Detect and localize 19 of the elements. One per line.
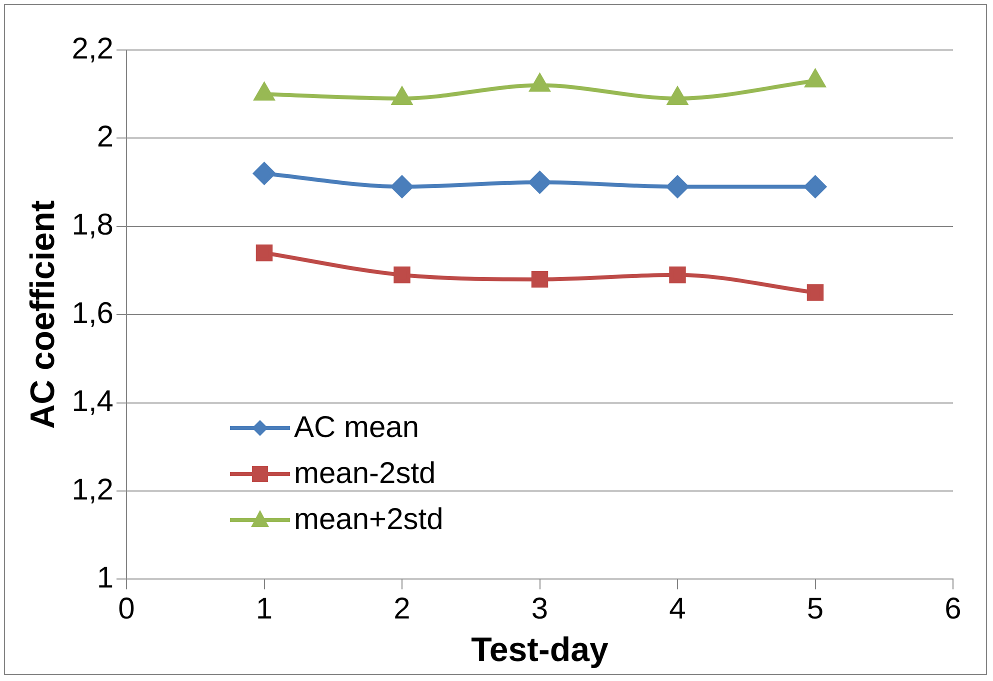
x-tick-label: 4 [669, 592, 686, 626]
x-tick-label: 2 [394, 592, 410, 626]
y-tick-label: 1,6 [72, 296, 114, 330]
x-tick-label: 3 [531, 592, 548, 626]
y-tick-label: 2,2 [72, 32, 114, 66]
legend-label: mean-2std [294, 457, 436, 491]
y-tick-label: 1,8 [72, 208, 114, 242]
x-axis-title: Test-day [471, 630, 608, 669]
x-tick-label: 1 [256, 592, 273, 626]
y-tick-label: 1,4 [72, 385, 114, 418]
x-tick-label: 5 [806, 592, 824, 626]
x-tick-label: 6 [944, 592, 962, 626]
y-tick-label: 1 [96, 561, 114, 594]
y-axis-title: AC coefficient [24, 200, 62, 429]
y-tick-label: 2 [96, 120, 114, 154]
y-tick-label: 1,2 [72, 473, 114, 506]
legend-label: mean+2std [294, 503, 444, 537]
legend-label: AC mean [294, 411, 420, 445]
x-tick-label: 0 [118, 592, 135, 626]
